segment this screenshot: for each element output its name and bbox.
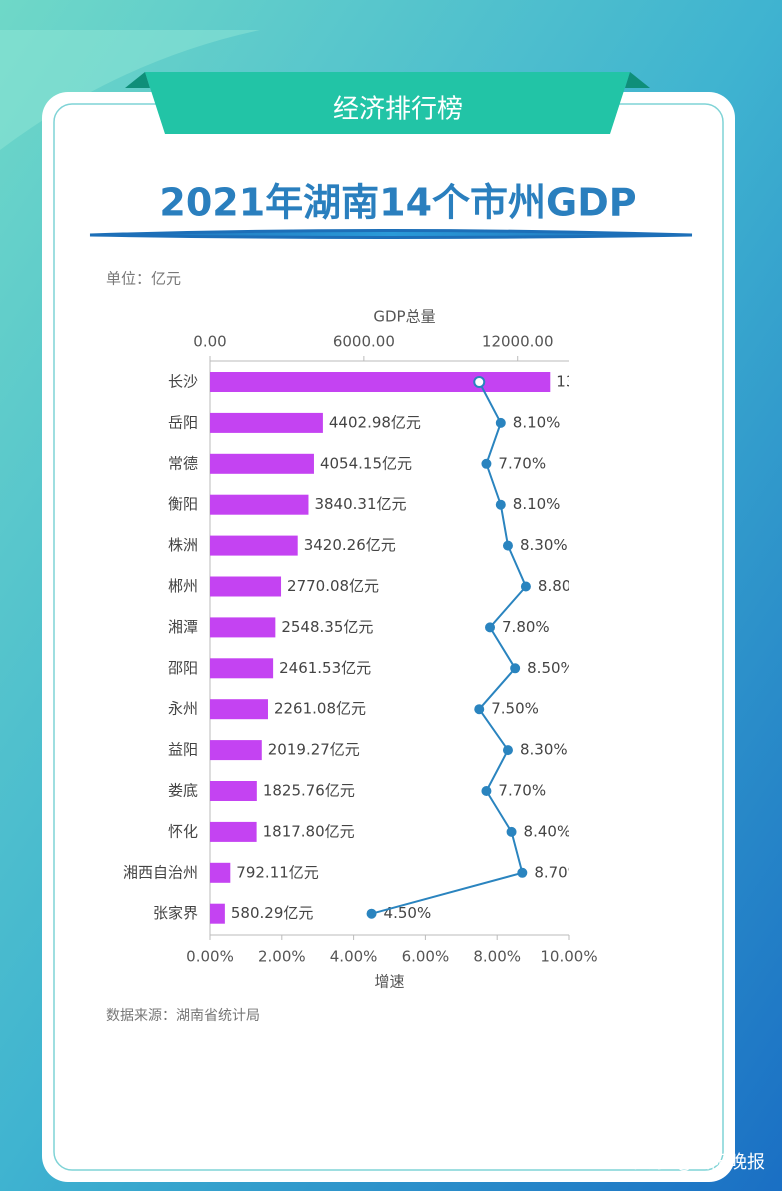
banner-shape bbox=[145, 72, 630, 134]
y-tick-label: 永州 bbox=[168, 700, 198, 718]
y-tick-label: 岳阳 bbox=[168, 413, 198, 431]
credit: 头条 @岳阳晚报 bbox=[633, 1152, 765, 1173]
x2-tick-label: 4.00% bbox=[330, 948, 378, 966]
x2-axis-title: 增速 bbox=[374, 973, 404, 991]
bar-value-label: 3420.26亿元 bbox=[304, 536, 396, 554]
y-tick-label: 湘西自治州 bbox=[123, 863, 198, 881]
growth-point bbox=[517, 867, 528, 878]
growth-value-label: 7.70% bbox=[498, 782, 546, 800]
growth-value-label: 8.50% bbox=[527, 659, 575, 677]
y-tick-label: 长沙 bbox=[168, 373, 198, 391]
y-tick-label: 湘潭 bbox=[168, 618, 198, 636]
growth-value-label: 7.80% bbox=[502, 618, 550, 636]
y-tick-label: 衡阳 bbox=[168, 495, 198, 513]
growth-point bbox=[495, 417, 506, 428]
bar-value-label: 4054.15亿元 bbox=[320, 454, 412, 472]
bar-value-label: 3840.31亿元 bbox=[314, 495, 406, 513]
unit: 单位：亿元 bbox=[106, 270, 181, 288]
bar-value-label: 2019.27亿元 bbox=[268, 741, 360, 759]
bar-value-label: 13270.70亿元 bbox=[556, 373, 658, 391]
y-tick-label: 常德 bbox=[168, 454, 198, 472]
x2-tick-label: 0.00% bbox=[186, 948, 234, 966]
growth-point bbox=[510, 663, 521, 674]
title-underline bbox=[89, 229, 693, 239]
growth-value-label: 8.10% bbox=[513, 413, 561, 431]
y-tick-label: 怀化 bbox=[168, 822, 198, 840]
bar bbox=[210, 412, 323, 433]
bar-value-label: 1825.76亿元 bbox=[263, 782, 355, 800]
growth-point bbox=[506, 826, 517, 837]
x-axis-title: GDP总量 bbox=[373, 308, 435, 326]
bar-value-label: 580.29亿元 bbox=[231, 904, 314, 922]
bar-value-label: 1817.80亿元 bbox=[263, 822, 355, 840]
y-tick-label: 娄底 bbox=[168, 782, 198, 800]
bar bbox=[210, 781, 257, 801]
growth-value-label: 4.50% bbox=[384, 904, 432, 922]
bar bbox=[210, 535, 298, 556]
title: 2021年湖南14个市州GDP bbox=[159, 181, 636, 225]
growth-value-label: 8.30% bbox=[520, 536, 568, 554]
bar bbox=[210, 453, 314, 474]
y-tick-label: 邵阳 bbox=[168, 659, 198, 677]
growth-value-label: 8.80% bbox=[538, 577, 586, 595]
bar bbox=[210, 658, 274, 679]
x2-tick-label: 2.00% bbox=[258, 948, 306, 966]
growth-point bbox=[495, 499, 506, 510]
banner: 经济排行榜 bbox=[333, 95, 463, 125]
bar-value-label: 2548.35亿元 bbox=[281, 618, 373, 636]
growth-point bbox=[481, 458, 492, 469]
bar-value-label: 792.11亿元 bbox=[236, 863, 318, 881]
bar bbox=[210, 372, 551, 392]
decoration bbox=[0, 30, 260, 150]
bar bbox=[210, 903, 225, 924]
bar bbox=[210, 821, 257, 842]
growth-point bbox=[481, 786, 492, 796]
growth-value-label: 7.50% bbox=[491, 700, 539, 718]
growth-value-label: 8.70% bbox=[534, 863, 582, 881]
growth-point bbox=[502, 540, 513, 551]
growth-point bbox=[485, 622, 496, 633]
growth-point bbox=[473, 376, 486, 388]
bar bbox=[210, 862, 231, 883]
growth-value-label: 8.30% bbox=[520, 741, 568, 759]
growth-point bbox=[520, 581, 531, 592]
growth-value-label: 7.70% bbox=[498, 454, 546, 472]
growth-value-label: 8.10% bbox=[513, 495, 561, 513]
bar-value-label: 2261.08亿元 bbox=[274, 700, 366, 718]
x2-tick-label: 6.00% bbox=[402, 948, 450, 966]
growth-point bbox=[366, 908, 377, 919]
clip-group: 13270.70亿元 4402.98亿元 4054.15亿元 3840.31亿元 342… bbox=[231, 373, 658, 923]
x-tick-label: 6000.00 bbox=[333, 333, 395, 351]
x-tick-label: 12000.00 bbox=[482, 333, 554, 351]
growth-value-label: 8.40% bbox=[524, 822, 572, 840]
y-tick-label: 郴州 bbox=[168, 577, 198, 595]
bar-value-label: 2461.53亿元 bbox=[279, 659, 371, 677]
x2-tick-label: 10.00% bbox=[540, 948, 597, 966]
bar-value-label: 4402.98亿元 bbox=[329, 413, 421, 431]
bar-value-label: 2770.08亿元 bbox=[287, 577, 379, 595]
bar bbox=[210, 740, 262, 761]
source: 数据来源：湖南省统计局 bbox=[106, 1008, 260, 1024]
x-tick-label: 0.00 bbox=[193, 333, 226, 351]
y-tick-label: 益阳 bbox=[168, 741, 198, 759]
bar bbox=[210, 617, 276, 638]
bar bbox=[210, 699, 268, 720]
bar bbox=[210, 494, 309, 515]
bar bbox=[210, 576, 282, 597]
y-tick-label: 株洲 bbox=[168, 536, 198, 554]
growth-point bbox=[502, 745, 513, 756]
growth-point bbox=[474, 704, 485, 715]
plot: 13270.70亿元 4402.98亿元 4054.15亿元 3840.31亿元 342… bbox=[123, 308, 658, 991]
growth-line bbox=[371, 381, 528, 915]
x2-tick-label: 8.00% bbox=[473, 948, 521, 966]
y-tick-label: 张家界 bbox=[153, 904, 198, 922]
